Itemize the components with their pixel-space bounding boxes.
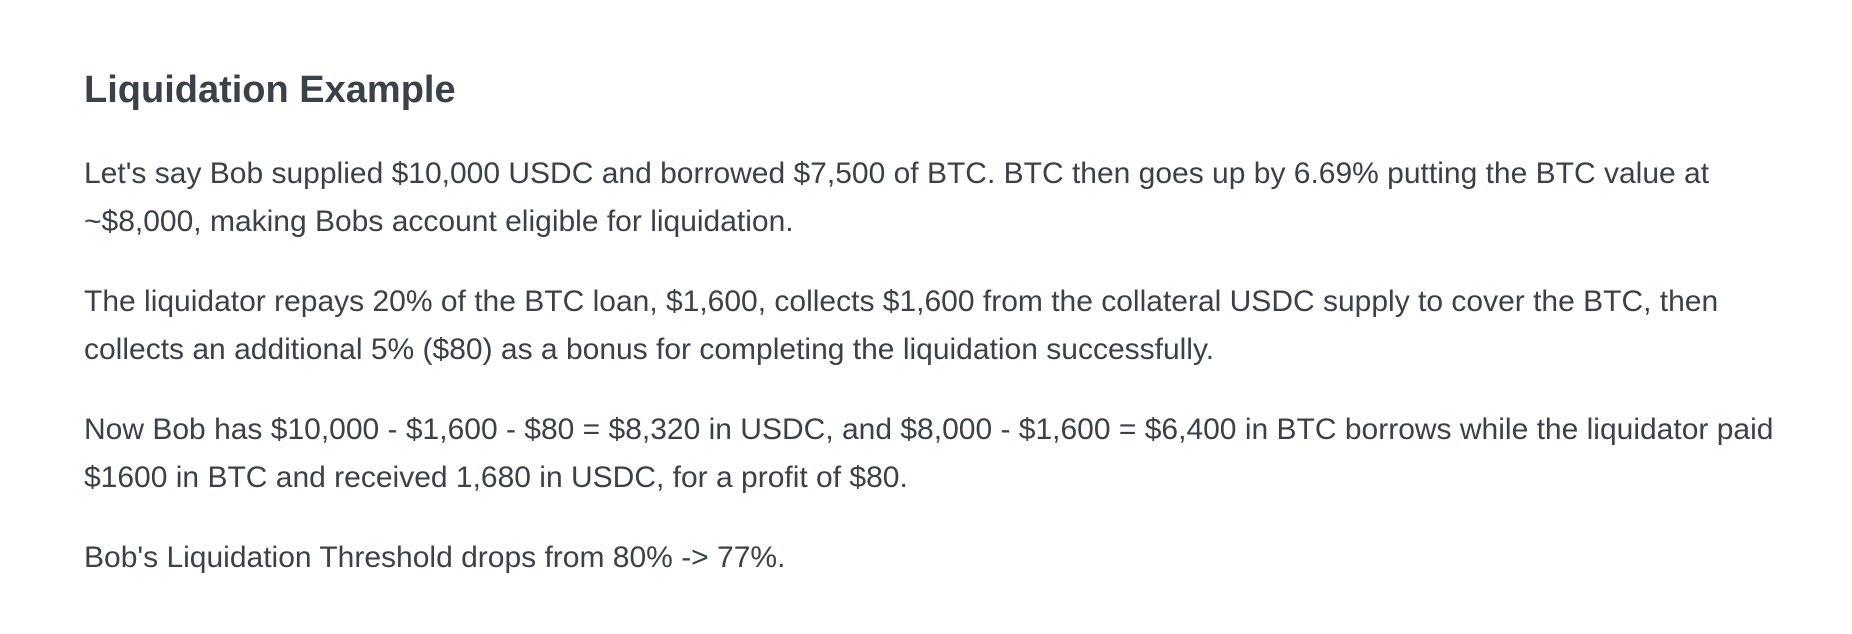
- section-heading: Liquidation Example: [84, 69, 456, 111]
- paragraph-result: Now Bob has $10,000 - $1,600 - $80 = $8,…: [84, 413, 1774, 494]
- paragraph-threshold: Bob's Liquidation Threshold drops from 8…: [84, 541, 786, 574]
- liquidation-example-section: Liquidation Example Let's say Bob suppli…: [84, 66, 1804, 614]
- paragraph-scenario: Let's say Bob supplied $10,000 USDC and …: [84, 157, 1710, 238]
- paragraph-liquidator-action: The liquidator repays 20% of the BTC loa…: [84, 285, 1719, 366]
